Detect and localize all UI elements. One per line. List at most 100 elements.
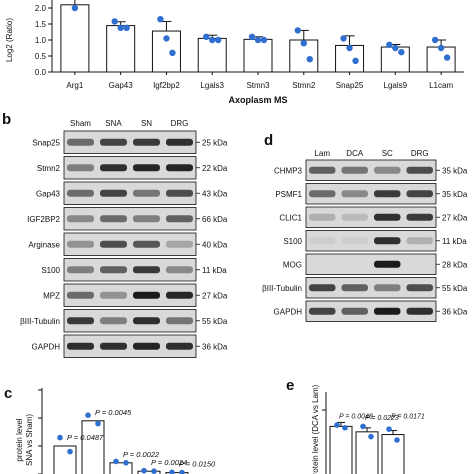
blot-row: CHMP3 35 kDa [274,159,468,181]
panel-c-datapoint [113,458,119,465]
blot-band [67,215,94,223]
blot-protein-label: GAPDH [274,307,303,316]
blot-band [100,240,127,248]
panel-a-datapoint [306,56,313,63]
blot-band [309,213,336,221]
panel-a-datapoint [117,24,124,32]
blot-band [406,307,433,315]
blot-protein-label: PSMF1 [275,190,302,199]
blot-band [100,266,127,274]
panel-e-datapoint [342,424,348,431]
blot-lane-label: Sham [70,119,91,128]
blot-band [100,189,127,197]
blot-band [341,284,368,292]
blot-band [67,342,94,350]
blot-band [341,166,368,174]
panel-a-ylabel: Log2 (Ratio) [5,18,14,62]
blot-protein-label: Arginase [28,240,60,249]
panel-a-bar [106,25,136,73]
blot-protein-label: βIII-Tubulin [20,317,60,326]
blot-protein-label: CHMP3 [274,166,303,175]
blot-protein-label: βIII-Tubulin [262,284,302,293]
blot-row: S100 11 kDa [283,230,467,252]
panel-c-pvalue: P = 0.0150 [179,460,216,469]
panel-a-datapoint [260,36,268,44]
blot-row: Arginase 40 kDa [28,232,228,256]
panel-c-ylabel-line2: SNA vs Sham) [25,414,34,466]
blot-row: CLIC1 27 kDa [279,206,468,228]
panel-c-datapoint [85,412,91,419]
blot-band [67,317,94,325]
blot-row: βIII-Tubulin 55 kDa [20,309,228,333]
blot-kda-label: 36 kDa [442,307,468,316]
blot-band [374,213,401,221]
panel-a-datapoint [386,41,393,48]
panel-e-datapoint [368,433,374,440]
panel-e-pvalue: P = 0.0171 [391,414,425,421]
panel-a-bar [243,38,273,73]
panel-a-datapoint [111,18,118,25]
panel-a-datapoint [300,40,307,47]
blot-band [406,284,433,292]
panel-c-datapoint [179,469,185,474]
panel-a-ytick-label: 0.0 [35,68,47,77]
blot-band [309,307,336,315]
panel-a-datapoint [398,48,405,56]
blot-band [341,237,368,245]
blot-lane-label: DRG [411,149,429,158]
panel-a-datapoint [215,36,222,44]
blot-band [133,342,160,350]
panel-e-datapoint [386,426,392,432]
blot-band [67,291,94,299]
panel-a-datapoint [340,35,347,42]
blot-band [67,240,94,248]
blot-band [100,291,127,299]
blot-band [406,190,433,198]
panel-a-datapoint [248,33,256,40]
panel-c-bar [109,462,133,474]
panel-d-western-blot: d Lam DCA SC DRG CHMP3 35 kDa PSMF1 35 kDa CLIC… [262,132,468,322]
blot-band [67,138,94,146]
panel-a-datapoint [123,24,130,32]
blot-band [341,307,368,315]
panel-c-pvalue: P = 0.0487 [67,433,104,442]
panel-c-pvalue: P = 0.0045 [95,408,132,417]
panel-e-datapoint [360,423,366,430]
panel-c-chart: c protein level SNA vs Sham) P = 0.0487 P… [4,385,216,474]
panel-c-datapoint [67,448,73,455]
panel-c-datapoint [95,420,101,427]
panel-a-datapoint [254,36,262,44]
blot-protein-label: MPZ [43,291,60,300]
panel-a-chart: Log2 (Ratio) 2.0 1.5 1.0 0.5 0.0 Arg1 Gap43 Ig… [5,0,464,105]
blot-band [133,291,160,299]
blot-band [166,240,193,248]
blot-band [166,317,193,325]
blot-band [341,213,368,221]
blot-band [67,164,94,172]
blot-band [406,237,433,245]
blot-kda-label: 55 kDa [202,317,228,326]
panel-c-pvalue: P = 0.0024 [151,458,187,467]
panel-a-xtick-label: L1cam [429,81,453,90]
panel-e-datapoint [334,422,340,428]
panel-a-xtick-label: Snap25 [336,81,364,90]
blot-band [133,189,160,197]
blot-row: GAPDH 36 kDa [32,334,228,358]
blot-band [166,164,193,172]
blot-band [166,138,193,146]
blot-band [374,260,401,268]
blot-band [133,164,160,172]
panel-e-letter: e [286,377,294,394]
blot-lane-label: DRG [171,119,189,128]
panel-c-datapoint [141,467,147,474]
blot-band [406,213,433,221]
panel-e-bar [329,425,353,474]
blot-band [133,266,160,274]
panel-a-datapoint [209,36,216,44]
panel-a-ytick-label: 1.5 [35,20,47,29]
blot-lane-label: SNA [105,119,122,128]
panel-a-datapoint [346,44,353,52]
blot-band [309,284,336,292]
blot-kda-label: 35 kDa [442,166,468,175]
blot-band [309,237,336,245]
